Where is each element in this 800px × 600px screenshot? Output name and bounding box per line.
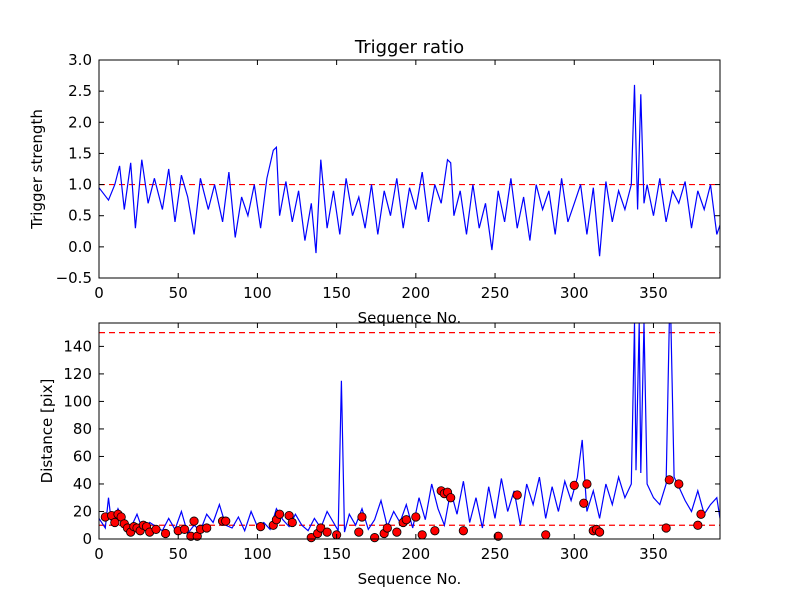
data-point-marker [579,498,589,508]
data-point-marker [151,524,161,534]
bottom-y-axis-label: Distance [pix] [38,379,56,484]
x-tick-label: 150 [322,545,351,563]
y-tick-label: −0.5 [56,269,92,287]
bottom-line-layer [99,323,720,535]
x-tick-label: 300 [560,545,589,563]
data-point-marker [664,475,674,485]
data-point-marker [221,516,231,526]
data-point-marker [541,530,551,540]
data-point-marker [357,512,367,522]
data-point-marker [322,527,332,537]
data-point-marker [179,524,190,534]
y-tick-label: 1.0 [68,176,92,194]
data-point-marker [693,520,703,530]
y-tick-label: 20 [73,502,92,520]
bottom-plot-frame [98,322,721,540]
top-y-axis: −0.5 0.0 0.5 1.0 1.5 2.0 2.5 3.0 [56,51,720,287]
bottom-threshold-layer [99,332,720,526]
y-tick-label: 3.0 [68,51,92,69]
x-tick-label: 350 [639,284,668,302]
y-tick-label: 1.5 [68,144,92,162]
bottom-x-axis: 0 50 100 150 200 250 300 350 [94,323,668,563]
x-tick-label: 50 [169,545,188,563]
top-series-line-0 [99,84,720,257]
y-tick-label: 0.0 [68,238,92,256]
data-point-marker [110,517,120,528]
data-point-marker [417,530,427,540]
x-tick-label: 50 [169,284,188,302]
data-point-marker [446,493,456,503]
top-x-axis: 0 50 100 150 200 250 300 350 [94,60,668,302]
x-tick-label: 100 [243,545,272,563]
y-tick-label: 80 [73,420,92,438]
data-point-marker [189,516,199,526]
data-point-marker [202,523,212,533]
y-tick-label: 140 [63,337,92,355]
x-tick-label: 150 [322,284,351,302]
x-tick-label: 100 [243,284,272,302]
y-tick-label: 100 [63,392,92,410]
data-point-marker [582,479,592,489]
y-tick-label: 0.5 [68,207,92,225]
data-point-marker [354,527,364,537]
data-point-marker [661,523,671,533]
data-point-marker [370,533,380,543]
top-y-axis-label: Trigger strength [28,109,46,230]
data-point-marker [696,509,706,519]
data-point-marker [595,527,605,537]
bot-series-line-0 [99,323,720,535]
data-point-marker [569,480,579,490]
y-tick-label: 40 [73,475,92,493]
data-point-marker [411,512,421,522]
y-tick-label: 60 [73,447,92,465]
data-point-marker [274,509,285,519]
data-point-marker [316,523,326,533]
x-tick-label: 300 [560,284,589,302]
y-tick-label: 0 [82,530,92,548]
top-chart-title: Trigger ratio [354,37,464,58]
data-point-marker [674,479,684,489]
top-x-axis-label: Sequence No. [358,309,462,327]
data-point-marker [392,527,402,537]
top-plot-frame [98,59,721,279]
data-point-marker [287,517,297,528]
data-point-marker [458,526,468,536]
data-point-marker [255,522,266,532]
data-point-marker [401,515,411,525]
bottom-marker-layer [100,475,706,543]
top-line-layer [99,84,720,257]
y-tick-label: 120 [63,365,92,383]
data-point-marker [493,531,503,541]
data-point-marker [382,523,392,533]
data-point-marker [306,533,316,543]
data-point-marker [512,490,522,500]
x-tick-label: 200 [402,545,431,563]
data-point-marker [160,528,171,539]
x-tick-label: 200 [402,284,431,302]
data-point-marker [430,526,440,536]
x-tick-label: 250 [481,545,510,563]
x-tick-label: 0 [94,284,104,302]
bottom-y-axis: 0 20 40 60 80 100 120 140 [63,337,720,548]
bottom-x-axis-label: Sequence No. [358,570,462,588]
y-tick-label: 2.0 [68,113,92,131]
x-tick-label: 0 [94,545,104,563]
x-tick-label: 350 [639,545,668,563]
x-tick-label: 250 [481,284,510,302]
y-tick-label: 2.5 [68,82,92,100]
